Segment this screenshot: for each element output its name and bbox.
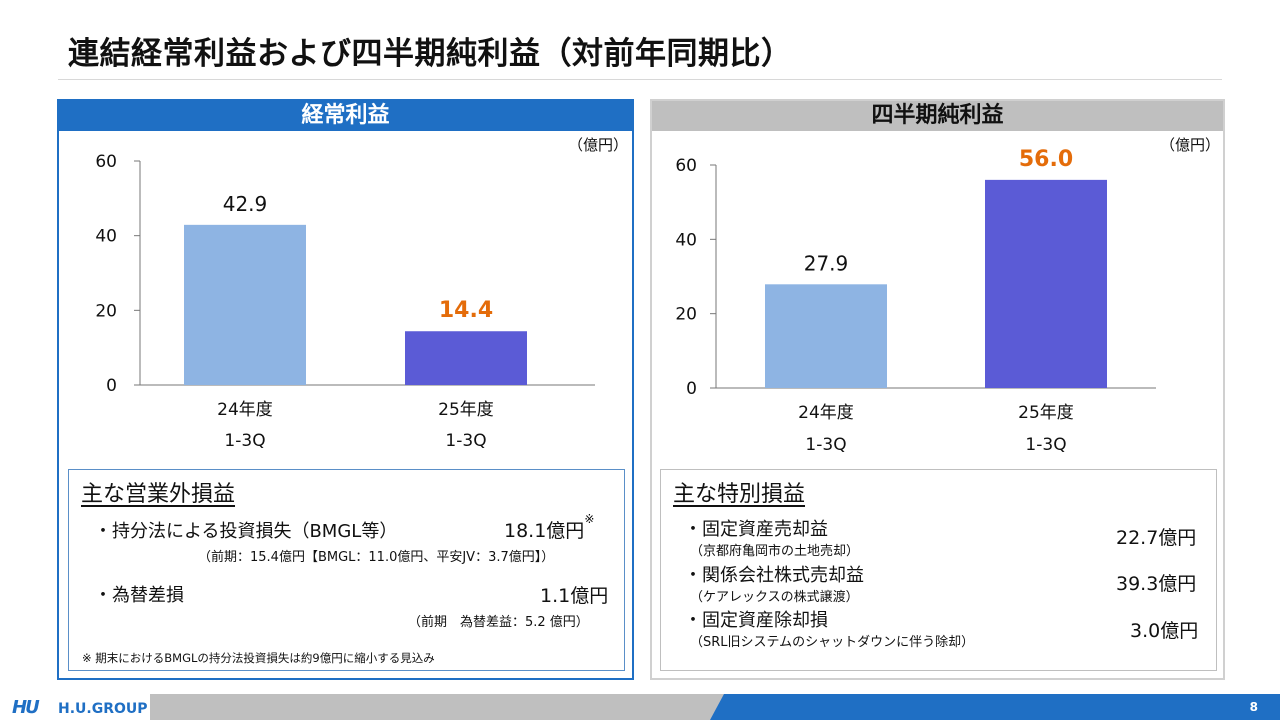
net-income-y-tick-label: 60 — [675, 156, 697, 176]
net-income-category-label-2: 25年度 — [1018, 403, 1074, 423]
net-income-y-tick-label: 0 — [686, 379, 697, 399]
page-title: 連結経常利益および四半期純利益（対前年同期比） — [68, 36, 793, 72]
footnote: ※ 期末におけるBMGLの持分法投資損失は約9億円に縮小する見込み — [82, 651, 435, 665]
net-income-unit: （億円） — [1160, 136, 1221, 154]
asset-sale-gain-label: ・固定資産売却益 — [684, 519, 828, 540]
net-income-data-label-2: 56.0 — [1019, 147, 1073, 172]
ordinary-profit-category-label-1: 24年度 — [217, 400, 273, 420]
ordinary-profit-y-tick-label: 60 — [95, 152, 117, 172]
ordinary-profit-data-label-1: 42.9 — [223, 192, 268, 216]
asset-disposal-loss-value: 3.0億円 — [1130, 620, 1199, 642]
page-number: 8 — [1249, 700, 1258, 714]
non-operating-title: 主な営業外損益 — [81, 482, 236, 507]
net-income-category-period-1: 1-3Q — [805, 435, 846, 455]
title-divider — [58, 79, 1222, 80]
ordinary-profit-y-tick-label: 0 — [106, 376, 117, 396]
net-income-data-label-1: 27.9 — [804, 251, 849, 275]
asset-sale-gain-note: （京都府亀岡市の土地売却） — [690, 544, 860, 559]
ordinary-profit-category-period-1: 1-3Q — [224, 431, 265, 451]
net-income-y-tick-label: 40 — [675, 230, 697, 250]
ordinary-profit-unit: （億円） — [568, 136, 629, 154]
share-sale-gain-value: 39.3億円 — [1116, 573, 1197, 595]
ordinary-profit-bar-1 — [184, 224, 306, 385]
non-operating-box: 主な営業外損益 — [68, 469, 625, 671]
net-income-bar-1 — [765, 284, 887, 388]
net-income-bar-2 — [985, 179, 1107, 388]
ordinary-profit-bar-2 — [405, 331, 527, 385]
net-income-category-period-2: 1-3Q — [1025, 435, 1066, 455]
extraordinary-box: 主な特別損益 — [660, 469, 1217, 671]
share-sale-gain-note: （ケアレックスの株式譲渡） — [690, 590, 859, 605]
asset-sale-gain-value: 22.7億円 — [1116, 527, 1197, 549]
net-income-header: 四半期純利益 — [652, 101, 1223, 131]
hu-logo-icon: HU — [12, 697, 40, 718]
asset-disposal-loss-label: ・固定資産除却損 — [684, 610, 828, 631]
equity-loss-note: （前期：15.4億円【BMGL：11.0億円、平安JV：3.7億円】） — [198, 550, 555, 565]
footer-accent-bar — [710, 694, 1280, 720]
net-income-panel: 四半期純利益 — [650, 99, 1225, 680]
fx-loss-value: 1.1億円 — [540, 585, 609, 607]
fx-loss-note: （前期 為替差益：5.2 億円） — [408, 615, 589, 630]
extraordinary-title: 主な特別損益 — [673, 482, 806, 507]
net-income-y-tick-label: 20 — [675, 305, 697, 325]
ordinary-profit-data-label-2: 14.4 — [439, 298, 493, 323]
net-income-category-label-1: 24年度 — [798, 403, 854, 423]
ordinary-profit-y-tick-label: 20 — [95, 301, 117, 321]
footer-logo-area — [0, 694, 150, 720]
ordinary-profit-category-period-2: 1-3Q — [445, 431, 486, 451]
share-sale-gain-label: ・関係会社株式売却益 — [684, 565, 864, 586]
asset-disposal-loss-note: （SRL旧システムのシャットダウンに伴う除却） — [690, 635, 975, 650]
ordinary-profit-category-label-2: 25年度 — [438, 400, 494, 420]
company-logo-text: H.U.GROUP — [58, 701, 148, 717]
equity-loss-footnote-mark: ※ — [584, 512, 595, 526]
ordinary-profit-y-tick-label: 40 — [95, 227, 117, 247]
equity-loss-label: ・持分法による投資損失（BMGL等） — [94, 521, 398, 542]
ordinary-profit-header: 経常利益 — [59, 101, 632, 131]
equity-loss-value: 18.1億円※ — [504, 512, 595, 542]
ordinary-profit-panel: 経常利益 — [57, 99, 634, 680]
fx-loss-label: ・為替差損 — [94, 585, 184, 606]
